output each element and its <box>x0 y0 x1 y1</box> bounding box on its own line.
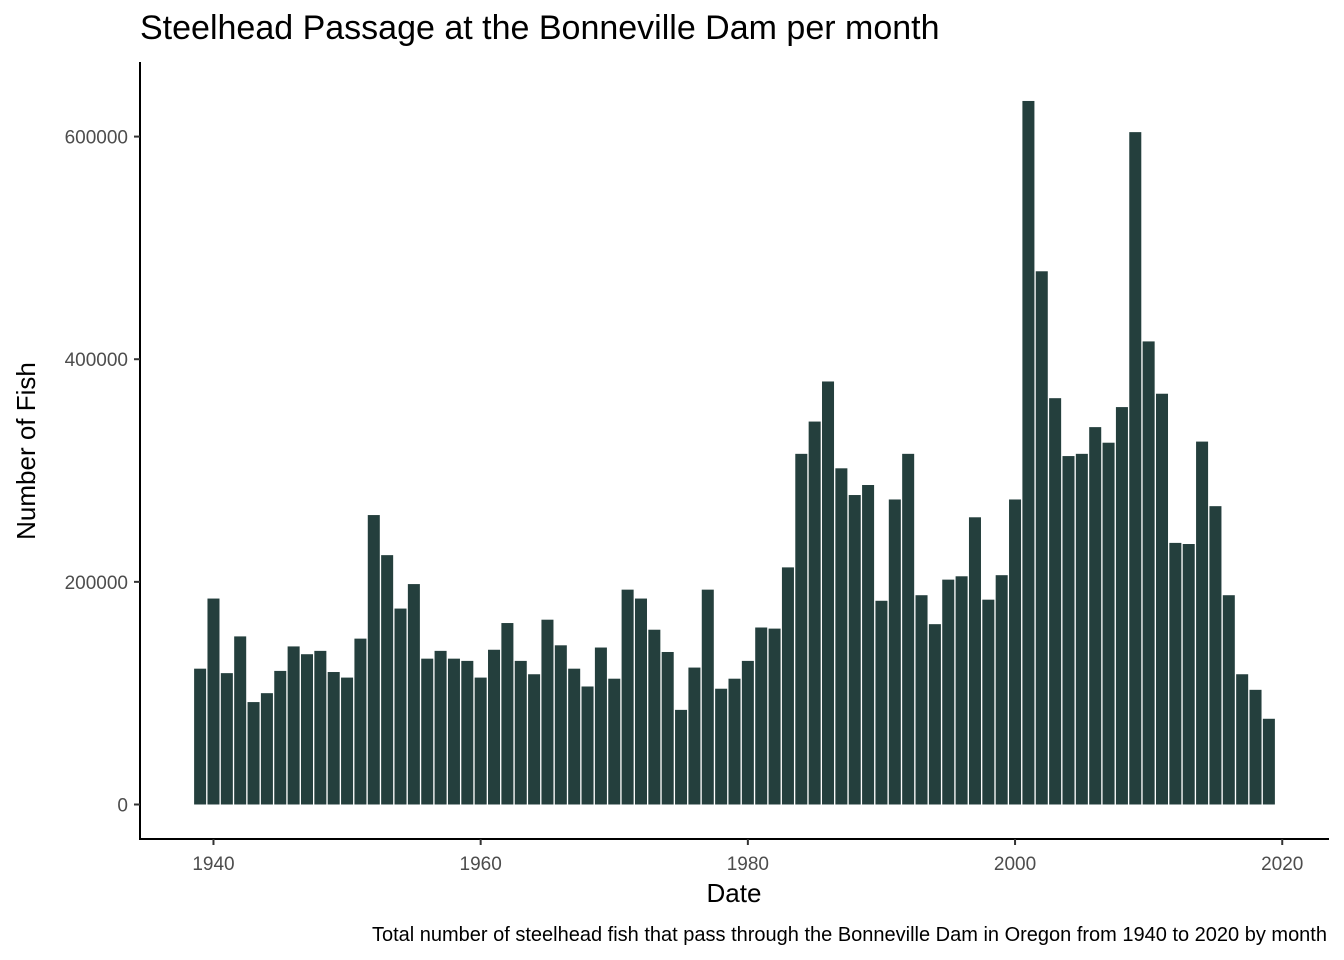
x-axis-label: Date <box>707 878 762 908</box>
bar <box>1249 689 1262 805</box>
bar <box>434 650 447 805</box>
bar <box>207 598 220 805</box>
bar <box>995 575 1008 805</box>
bar <box>381 555 394 805</box>
bar <box>862 485 875 805</box>
bar <box>795 453 808 805</box>
bar <box>1115 407 1128 805</box>
bar <box>447 658 460 805</box>
x-tick-label: 2020 <box>1261 854 1303 875</box>
bar <box>755 627 768 805</box>
bar <box>875 600 888 805</box>
bar <box>594 647 607 805</box>
bar <box>1022 100 1035 805</box>
bar <box>1062 456 1075 805</box>
bar <box>300 654 313 805</box>
bar <box>568 668 581 805</box>
x-tick-label: 2000 <box>994 854 1036 875</box>
bar <box>848 495 861 805</box>
bar <box>608 678 621 805</box>
bar <box>314 650 327 805</box>
bar <box>688 667 701 805</box>
bar <box>741 660 754 805</box>
bar <box>955 576 968 805</box>
bar <box>394 608 407 805</box>
bar <box>781 567 794 805</box>
y-tick-label: 0 <box>117 795 128 816</box>
bar <box>1142 341 1155 805</box>
bar <box>1102 442 1115 805</box>
bar <box>461 660 474 805</box>
bar <box>514 660 527 805</box>
bar <box>634 598 647 805</box>
bar <box>1262 718 1275 805</box>
chart-caption: Total number of steelhead fish that pass… <box>372 924 1327 946</box>
bar <box>354 638 367 805</box>
bar <box>1155 393 1169 805</box>
bar <box>982 599 995 805</box>
bar <box>421 658 434 805</box>
bar <box>220 673 233 805</box>
bar <box>501 623 514 805</box>
bar <box>808 421 821 805</box>
bar <box>928 624 941 805</box>
bar <box>915 595 928 805</box>
bar <box>621 589 634 805</box>
bar <box>194 668 207 805</box>
y-axis: 0 200000 400000 600000 <box>65 128 140 816</box>
bar <box>835 468 848 805</box>
bar <box>327 672 340 805</box>
bar <box>367 515 380 805</box>
y-axis-label: Number of Fish <box>11 362 41 540</box>
bar <box>488 649 501 805</box>
bar <box>234 636 247 805</box>
bar <box>528 674 541 805</box>
bar <box>1009 499 1022 805</box>
bar <box>541 619 554 805</box>
bar <box>715 688 728 805</box>
bar-series <box>194 100 1275 805</box>
bar <box>701 589 714 805</box>
bar <box>260 693 273 805</box>
bar <box>1089 427 1102 805</box>
bar <box>1035 271 1048 805</box>
bar <box>274 670 287 805</box>
bar <box>1075 453 1088 805</box>
bar <box>661 651 674 805</box>
bar <box>287 646 300 805</box>
bar <box>1209 506 1222 805</box>
bar <box>728 678 741 805</box>
bar <box>1169 542 1182 805</box>
bar <box>581 686 594 805</box>
bar <box>648 629 661 805</box>
y-tick-label: 600000 <box>65 128 128 149</box>
bar <box>1129 132 1142 805</box>
bar <box>822 381 835 805</box>
bar <box>407 584 420 805</box>
bar <box>247 702 260 805</box>
bar <box>554 645 567 805</box>
bar <box>1196 441 1209 805</box>
x-tick-label: 1980 <box>727 854 769 875</box>
bar <box>341 677 354 805</box>
chart-title: Steelhead Passage at the Bonneville Dam … <box>140 9 940 47</box>
x-tick-label: 1940 <box>192 854 234 875</box>
y-tick-label: 200000 <box>65 573 128 594</box>
y-tick-label: 400000 <box>65 350 128 371</box>
x-axis: 1940 1960 1980 2000 2020 <box>192 839 1303 875</box>
bar <box>1222 595 1235 805</box>
bar <box>768 628 781 805</box>
x-tick-label: 1960 <box>460 854 502 875</box>
bar <box>1182 544 1195 805</box>
bar <box>902 453 915 805</box>
bar <box>675 709 688 805</box>
bar <box>888 499 901 805</box>
bar <box>968 517 981 805</box>
bar <box>1049 398 1062 805</box>
bar <box>942 579 955 805</box>
bar <box>474 677 487 805</box>
bar <box>1236 674 1249 805</box>
